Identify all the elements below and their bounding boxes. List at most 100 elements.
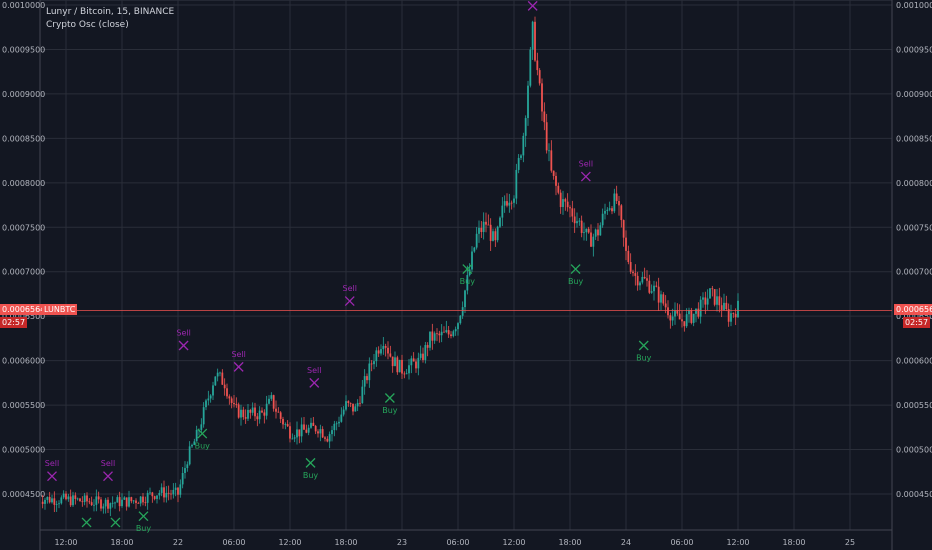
candle-body (298, 429, 301, 437)
candle-body (466, 275, 469, 291)
candle-body (718, 296, 721, 306)
candle-body (277, 411, 280, 413)
candle-body (727, 309, 730, 322)
candle-body (669, 315, 672, 321)
candle-body (135, 500, 137, 503)
candle-body (163, 487, 165, 498)
candle-body (391, 356, 394, 367)
candle-body (314, 425, 317, 432)
candle-body (641, 276, 644, 283)
buy-signal-mark (570, 264, 581, 275)
candle-body (151, 492, 154, 497)
candle-body (692, 313, 695, 323)
candle-body (657, 286, 660, 303)
candle-body (709, 288, 711, 299)
candle-body (506, 201, 508, 206)
candle-body (627, 250, 630, 263)
candle-body (233, 402, 235, 405)
y-tick-label-right: 0.0010000 (896, 1, 932, 10)
candle-body (352, 403, 354, 412)
candle-body (300, 424, 303, 437)
candle-body (541, 83, 543, 112)
candle-body (65, 493, 67, 500)
candle-body (394, 357, 396, 367)
candle-body (629, 262, 632, 272)
candle-body (550, 150, 553, 171)
indicator-title[interactable]: Crypto Osc (close) (46, 20, 129, 30)
candle-body (244, 417, 247, 419)
sell-signal-mark (580, 171, 591, 182)
candle-body (475, 233, 478, 248)
candle-body (520, 155, 522, 158)
countdown-tag-right: 02:57 (903, 317, 931, 328)
candle-body (221, 372, 224, 385)
candle-body (515, 169, 518, 199)
candle-body (478, 227, 480, 234)
candle-body (156, 495, 158, 499)
candle-body (548, 150, 550, 152)
candle-body (370, 363, 373, 365)
candle-body (422, 353, 424, 360)
candle-body (382, 346, 385, 350)
candle-body (58, 503, 60, 505)
sell-signal-label: Sell (101, 459, 115, 468)
candle-body (625, 237, 627, 251)
candle-body (118, 497, 121, 507)
candle-body (725, 302, 728, 310)
candle-body (146, 492, 149, 503)
candle-body (333, 423, 336, 431)
candle-body (310, 422, 312, 428)
candle-body (650, 291, 653, 293)
candle-body (319, 429, 322, 434)
x-tick-label: 23 (397, 538, 407, 547)
candle-body (207, 398, 210, 401)
candle-body (256, 416, 259, 420)
candle-body (480, 227, 483, 233)
candle-body (557, 185, 560, 193)
candle-body (174, 487, 177, 490)
candle-body (265, 403, 268, 416)
candle-body (345, 401, 347, 410)
candle-body (681, 319, 683, 322)
candle-body (303, 424, 305, 430)
candle-body (594, 229, 597, 237)
candle-body (272, 395, 275, 409)
candle-body (79, 498, 81, 502)
candle-body (454, 329, 457, 332)
candle-body (268, 398, 270, 404)
candle-body (188, 446, 191, 465)
y-tick-label-right: 0.0007500 (896, 223, 932, 232)
candle-body (601, 213, 604, 226)
candle-body (286, 424, 289, 427)
candle-body (599, 225, 602, 236)
candle-body (492, 231, 494, 241)
candle-body (559, 192, 562, 208)
candle-body (307, 427, 310, 433)
candle-body (158, 492, 161, 496)
candle-body (464, 290, 466, 308)
candle-body (706, 298, 709, 305)
candle-body (522, 135, 525, 156)
candle-body (485, 221, 487, 225)
candle-body (165, 492, 168, 498)
candle-body (459, 315, 462, 324)
candle-body (384, 346, 387, 348)
candle-body (398, 359, 401, 373)
candle-body (730, 313, 732, 322)
sell-signal-label: Sell (231, 350, 245, 359)
candle-body (576, 221, 578, 224)
candle-body (247, 409, 249, 419)
candle-body (494, 231, 497, 241)
symbol-title[interactable]: Lunyr / Bitcoin, 15, BINANCE (46, 7, 175, 17)
candle-body (419, 353, 422, 358)
candle-body (536, 60, 539, 71)
candle-body (534, 21, 536, 61)
buy-signal-label: Buy (303, 471, 319, 480)
candle-body (653, 285, 655, 292)
candle-body (97, 496, 100, 500)
candle-body (618, 201, 620, 206)
candle-body (720, 305, 723, 310)
candle-body (412, 358, 415, 362)
y-tick-label-left: 0.0008000 (2, 179, 45, 188)
